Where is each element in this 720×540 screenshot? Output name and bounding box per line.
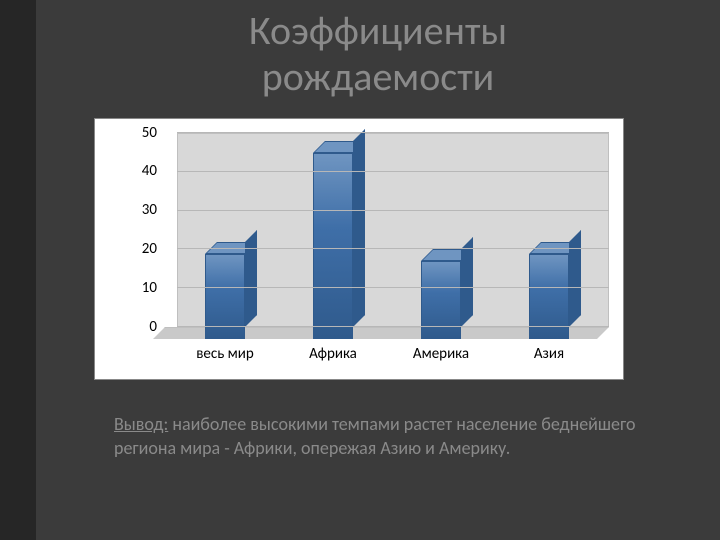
ytick-label: 10 xyxy=(117,279,157,297)
gridline xyxy=(177,287,609,288)
main-area: Коэффициенты рождаемости 0 10 20 30 40 50 весь… xyxy=(36,0,720,540)
bars-layer xyxy=(165,133,609,339)
xtick-label: весь мир xyxy=(196,345,254,363)
title-line-2: рождаемости xyxy=(262,52,495,101)
bar-side xyxy=(569,230,581,327)
bar-side xyxy=(245,230,257,327)
gridline xyxy=(177,171,609,172)
xtick-label: Америка xyxy=(413,345,469,363)
ytick-label: 20 xyxy=(117,240,157,258)
xtick-label: Азия xyxy=(534,345,564,363)
bar-side xyxy=(461,237,473,327)
xtick-label: Африка xyxy=(309,345,357,363)
ytick-label: 40 xyxy=(117,162,157,180)
gridline xyxy=(177,326,609,327)
title-line-1: Коэффициенты xyxy=(249,6,507,55)
plot-area: 01020304050весь мирАфрикаАмерикаАзия xyxy=(165,133,609,339)
accent-bar xyxy=(0,0,36,540)
conclusion-label: Вывод: xyxy=(114,413,168,435)
ytick-label: 50 xyxy=(117,124,157,142)
conclusion-body: наиболее высокими темпами растет населен… xyxy=(114,413,635,459)
chart-container: 0 10 20 30 40 50 весь мир Африка Америка Азия xyxy=(94,118,624,380)
bar-front xyxy=(313,153,353,339)
chart-inner: 0 10 20 30 40 50 весь мир Африка Америка Азия xyxy=(95,119,623,379)
gridline xyxy=(177,210,609,211)
conclusion-text: Вывод: наиболее высокими темпами растет … xyxy=(114,412,674,461)
slide: Коэффициенты рождаемости 0 10 20 30 40 50 весь… xyxy=(0,0,720,540)
gridline xyxy=(177,132,609,133)
gridline xyxy=(177,248,609,249)
slide-title: Коэффициенты рождаемости xyxy=(36,0,720,100)
bar-side xyxy=(353,129,365,327)
bar-front xyxy=(421,261,461,339)
bar xyxy=(529,242,569,339)
ytick-label: 0 xyxy=(117,318,157,336)
ytick-label: 30 xyxy=(117,201,157,219)
bar xyxy=(205,242,245,339)
